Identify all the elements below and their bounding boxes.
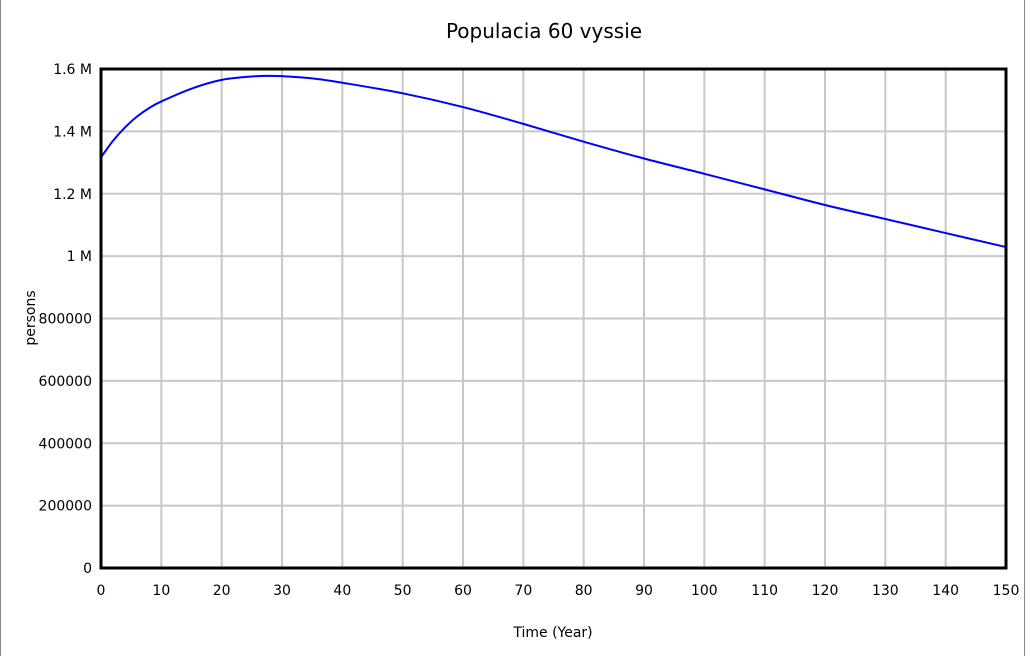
x-axis-label: Time (Year) — [512, 625, 592, 641]
y-tick-label: 600000 — [39, 374, 92, 390]
series-line — [100, 74, 1007, 249]
x-tick-label: 80 — [575, 583, 593, 599]
x-tick-label: 140 — [932, 583, 959, 599]
x-tick-label: 150 — [993, 583, 1020, 599]
plot-frame — [99, 67, 1008, 570]
y-tick-label: 800000 — [39, 312, 92, 328]
x-tick-label: 50 — [394, 583, 412, 599]
y-tick-label: 0 — [83, 561, 92, 577]
y-axis: 0 200000 400000 600000 800000 1 M 1.2 M 1.4 M 1.… — [39, 62, 92, 577]
y-axis-label: persons — [23, 290, 39, 345]
y-tick-label: 400000 — [39, 436, 92, 452]
y-tick-label: 1.6 M — [53, 62, 92, 78]
x-tick-label: 110 — [751, 583, 778, 599]
series-layer — [100, 74, 1007, 249]
x-tick-label: 60 — [454, 583, 472, 599]
x-tick-label: 70 — [514, 583, 532, 599]
y-tick-label: 1.2 M — [53, 187, 92, 203]
x-tick-label: 40 — [333, 583, 351, 599]
grid — [100, 68, 1007, 569]
x-tick-label: 0 — [97, 583, 106, 599]
y-tick-label: 1.4 M — [53, 124, 92, 140]
x-tick-label: 100 — [691, 583, 718, 599]
x-tick-label: 10 — [152, 583, 170, 599]
x-tick-label: 120 — [812, 583, 839, 599]
chart-title: Populacia 60 vyssie — [446, 19, 642, 43]
x-tick-label: 90 — [635, 583, 653, 599]
x-tick-label: 30 — [273, 583, 291, 599]
y-tick-label: 1 M — [67, 249, 92, 265]
x-tick-label: 130 — [872, 583, 899, 599]
x-tick-label: 20 — [213, 583, 231, 599]
x-axis: 0 10 20 30 40 50 60 70 80 90 100 110 120 130 140 150 — [97, 583, 1020, 599]
y-tick-label: 200000 — [39, 499, 92, 515]
